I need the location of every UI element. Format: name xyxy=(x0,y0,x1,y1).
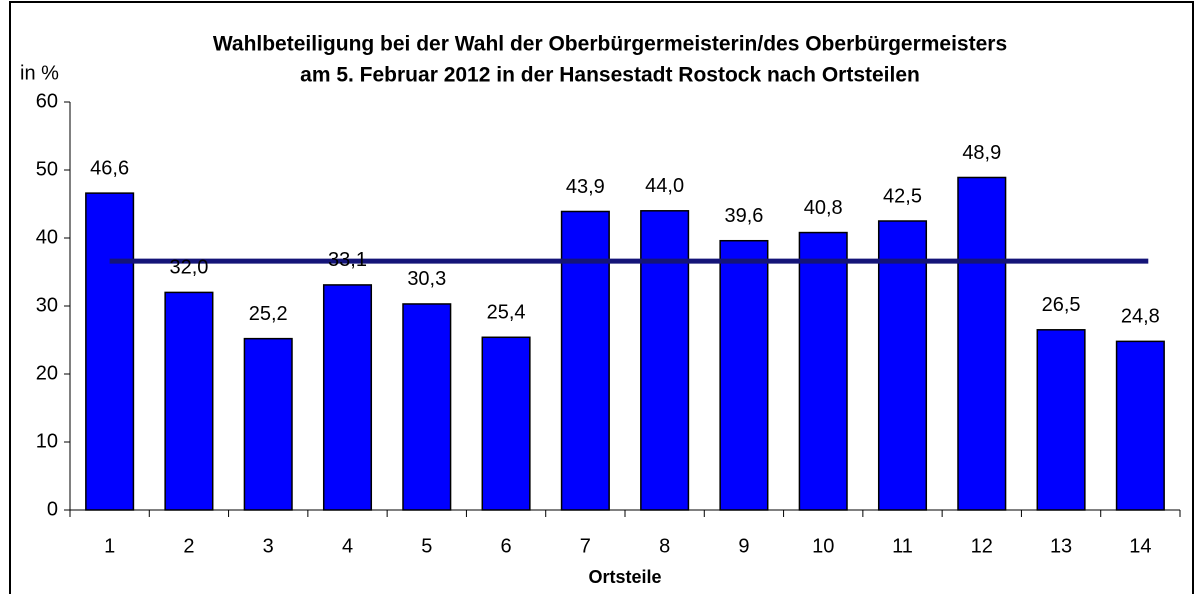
y-tick-label: 20 xyxy=(36,362,58,384)
x-tick-label: 3 xyxy=(263,535,274,557)
y-tick-label: 30 xyxy=(36,294,58,316)
y-axis-label: in % xyxy=(20,62,59,84)
data-label: 24,8 xyxy=(1121,306,1160,328)
bar xyxy=(481,336,531,511)
x-tick-label: 6 xyxy=(501,535,512,557)
bar xyxy=(957,176,1007,511)
chart-title: am 5. Februar 2012 in der Hansestadt Ros… xyxy=(300,64,920,87)
y-tick-label: 10 xyxy=(36,430,58,452)
bar xyxy=(877,220,928,511)
bar xyxy=(402,303,452,511)
bar xyxy=(322,284,373,511)
x-tick-label: 5 xyxy=(421,535,432,557)
x-tick-label: 12 xyxy=(971,535,993,557)
x-axis-label: Ortsteile xyxy=(588,567,661,587)
data-label: 25,4 xyxy=(487,302,526,324)
data-label: 30,3 xyxy=(407,268,446,290)
data-label: 40,8 xyxy=(804,197,843,219)
x-tick-label: 9 xyxy=(738,535,749,557)
bar xyxy=(243,337,293,511)
chart-title: Wahlbeteiligung bei der Wahl der Oberbür… xyxy=(213,33,1007,56)
x-tick-label: 14 xyxy=(1129,535,1151,557)
data-label: 32,0 xyxy=(169,257,208,279)
x-tick-label: 8 xyxy=(659,535,670,557)
bar xyxy=(1036,329,1086,511)
bar xyxy=(1115,340,1165,511)
data-label: 46,6 xyxy=(90,157,129,179)
x-tick-label: 11 xyxy=(892,535,913,557)
bar xyxy=(164,291,214,511)
bar xyxy=(640,210,690,511)
x-tick-label: 7 xyxy=(580,535,591,557)
bar xyxy=(719,239,769,511)
data-label: 48,9 xyxy=(962,142,1001,164)
chart-frame xyxy=(9,1,1194,594)
y-tick-label: 0 xyxy=(47,498,58,520)
data-label: 39,6 xyxy=(724,205,763,227)
data-label: 42,5 xyxy=(883,185,922,207)
x-tick-label: 4 xyxy=(342,535,353,557)
x-tick-label: 1 xyxy=(104,535,115,557)
bar xyxy=(798,231,848,511)
x-tick-label: 10 xyxy=(812,535,834,557)
data-label: 25,2 xyxy=(249,303,288,325)
data-label: 43,9 xyxy=(566,176,605,198)
y-tick-label: 50 xyxy=(36,158,58,180)
data-label: 44,0 xyxy=(645,175,684,197)
x-tick-label: 13 xyxy=(1050,535,1072,557)
y-tick-label: 40 xyxy=(36,226,58,248)
bar xyxy=(85,192,135,511)
bar xyxy=(560,210,610,511)
data-label: 33,1 xyxy=(328,249,367,271)
y-tick-label: 60 xyxy=(36,90,58,112)
x-tick-label: 2 xyxy=(183,535,194,557)
data-label: 26,5 xyxy=(1042,294,1081,316)
